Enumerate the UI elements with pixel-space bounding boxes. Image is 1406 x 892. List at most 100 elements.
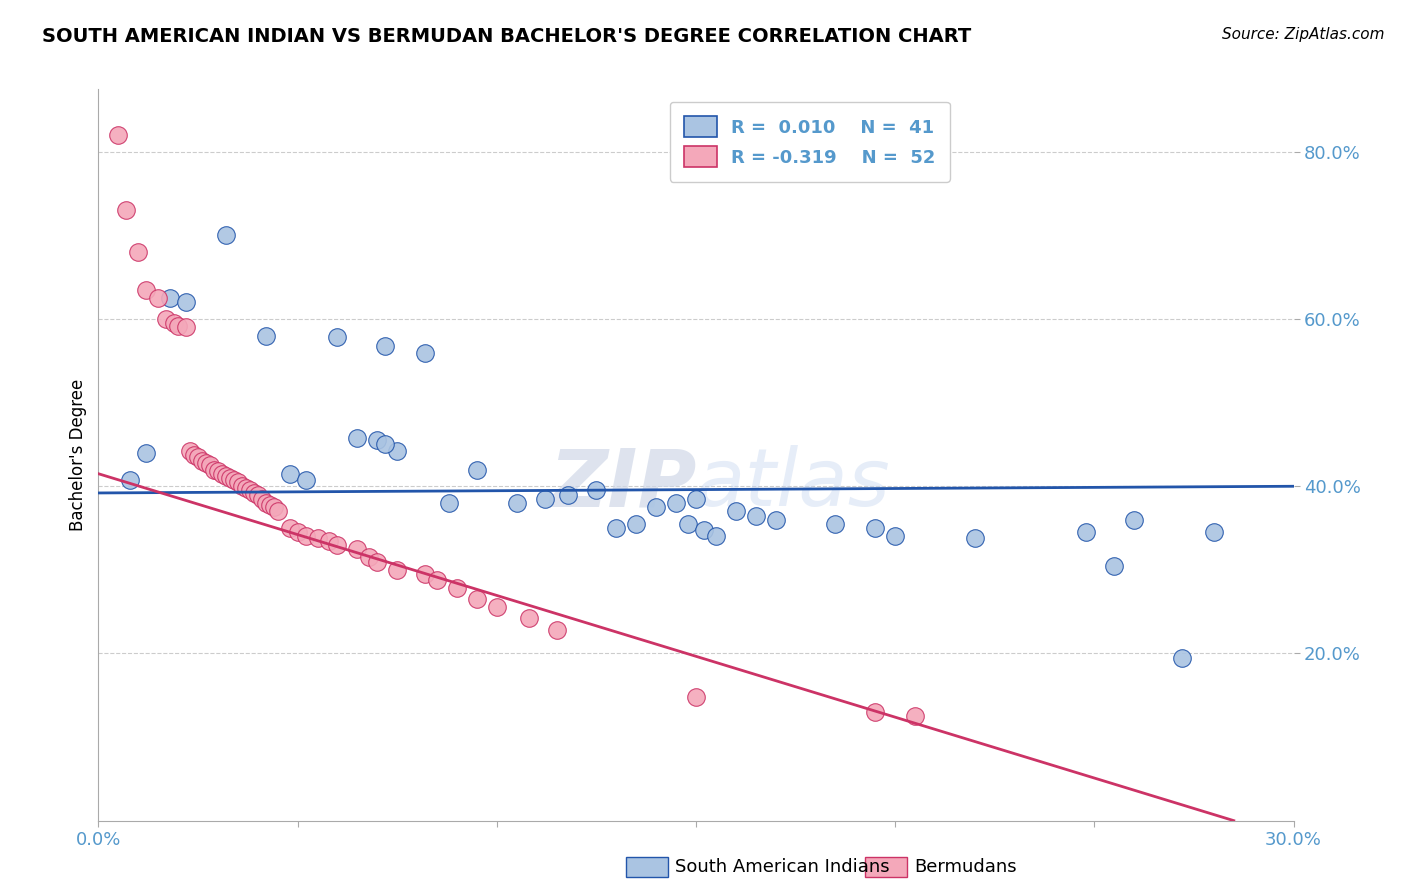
Point [1171,650,1194,665]
Point [294,473,316,487]
Point [202,462,225,476]
Point [307,531,329,545]
Point [413,345,436,359]
Point [127,245,149,260]
Point [426,573,449,587]
Point [155,312,177,326]
Text: Source: ZipAtlas.com: Source: ZipAtlas.com [1222,27,1385,42]
Point [465,462,488,476]
Point [167,318,190,333]
Point [120,473,142,487]
Point [174,295,197,310]
Point [174,320,197,334]
Point [246,488,269,502]
Text: South American Indians: South American Indians [675,858,890,876]
Point [267,504,290,518]
Point [904,709,927,723]
Point [187,450,209,464]
Point [465,592,488,607]
Point [346,431,368,445]
Point [254,496,277,510]
Point [824,516,846,531]
Point [207,464,229,478]
Point [385,444,409,458]
Point [693,523,716,537]
Point [437,496,460,510]
Point [250,491,273,506]
Point [148,291,170,305]
Point [485,600,508,615]
Point [287,525,309,540]
Point [278,521,301,535]
Point [346,541,368,556]
Point [1104,558,1126,573]
Point [1076,525,1098,540]
Text: ZIP: ZIP [548,445,696,524]
Point [235,481,257,495]
Point [243,486,266,500]
Point [533,491,555,506]
Point [865,705,887,719]
Point [745,508,768,523]
Text: atlas: atlas [696,445,891,524]
Point [676,516,699,531]
Legend: R =  0.010    N =  41, R = -0.319    N =  52: R = 0.010 N = 41, R = -0.319 N = 52 [669,102,950,181]
Point [211,467,233,481]
Point [191,454,214,468]
Y-axis label: Bachelor's Degree: Bachelor's Degree [69,379,87,531]
Point [685,491,707,506]
Point [366,434,388,448]
Point [665,496,688,510]
Point [326,538,349,552]
Point [413,567,436,582]
Point [215,469,238,483]
Point [326,330,349,344]
Point [159,291,181,305]
Point [359,550,381,565]
Point [605,521,627,535]
Point [963,531,986,545]
Point [318,533,340,548]
Point [198,458,221,473]
Point [219,471,242,485]
Point [685,690,707,704]
Point [215,228,238,243]
Point [366,554,388,568]
Point [226,475,249,489]
Point [115,203,138,218]
Point [107,128,129,143]
Point [517,611,540,625]
Point [704,529,727,543]
Point [294,529,316,543]
Point [884,529,907,543]
Text: SOUTH AMERICAN INDIAN VS BERMUDAN BACHELOR'S DEGREE CORRELATION CHART: SOUTH AMERICAN INDIAN VS BERMUDAN BACHEL… [42,27,972,45]
Point [222,473,245,487]
Point [765,513,787,527]
Point [374,339,396,353]
Point [179,444,201,458]
Point [865,521,887,535]
Point [278,467,301,481]
Point [254,328,277,343]
Point [585,483,607,498]
Point [163,316,186,330]
Point [263,500,285,515]
Point [446,581,468,595]
Point [259,498,281,512]
Point [626,516,648,531]
Point [239,483,262,498]
Point [557,488,579,502]
Point [546,623,568,637]
Point [374,437,396,451]
Point [645,500,668,515]
Point [1123,513,1146,527]
Point [231,479,253,493]
Point [183,448,205,462]
Point [506,496,529,510]
Point [1202,525,1225,540]
Point [195,456,218,470]
Text: Bermudans: Bermudans [914,858,1017,876]
Point [385,563,409,577]
Point [135,283,157,297]
Point [724,504,747,518]
